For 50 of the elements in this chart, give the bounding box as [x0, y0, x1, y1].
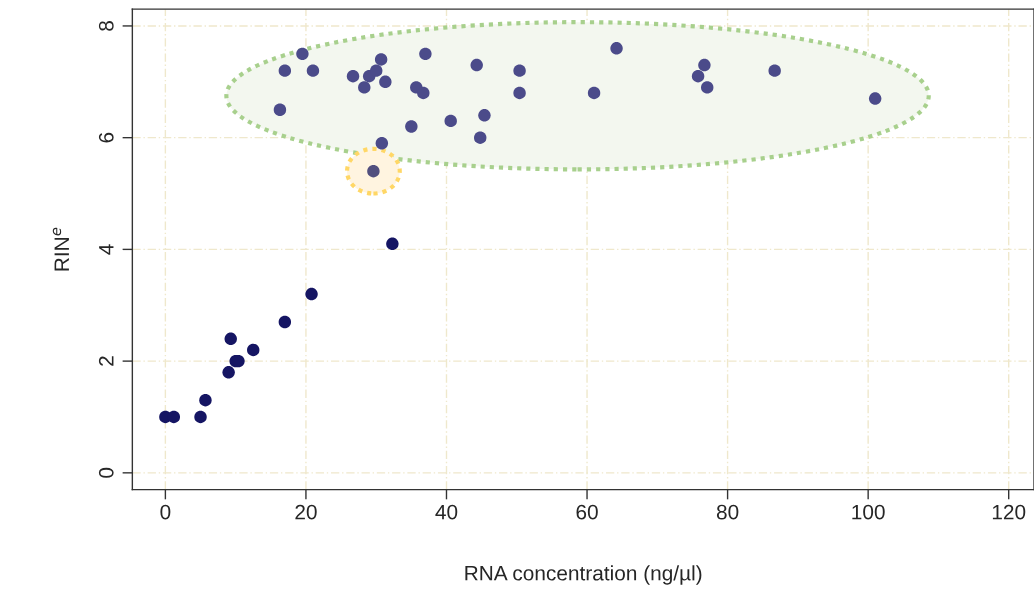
- point: [444, 114, 457, 128]
- point: [167, 410, 181, 424]
- point: [474, 131, 487, 144]
- point: [278, 315, 292, 329]
- point: [513, 64, 526, 77]
- point: [224, 332, 237, 345]
- point: [587, 86, 601, 100]
- point: [698, 58, 711, 72]
- y-tick-label: 8: [98, 21, 114, 31]
- point: [513, 86, 526, 100]
- point: [194, 410, 207, 424]
- point: [358, 81, 371, 94]
- x-tick-label: 60: [576, 504, 598, 520]
- y-axis-title: RIN$^{e}$: [52, 227, 69, 271]
- x-tick-label: 100: [852, 504, 885, 520]
- point: [868, 92, 882, 105]
- x-axis-title: RNA concentration (ng/µl): [465, 565, 702, 585]
- point: [346, 70, 360, 83]
- point: [691, 70, 705, 83]
- point: [417, 86, 430, 100]
- point: [370, 64, 383, 77]
- point: [273, 103, 287, 116]
- x-tick-label: 80: [716, 504, 739, 520]
- point: [405, 120, 418, 133]
- x-tick-label: 20: [295, 504, 317, 520]
- point: [199, 394, 212, 407]
- y-tick-label: 2: [98, 356, 114, 366]
- point: [768, 64, 781, 77]
- point: [375, 137, 389, 150]
- y-tick-label: 0: [98, 467, 114, 478]
- x-tick-label: 0: [160, 504, 171, 520]
- point: [701, 81, 714, 94]
- point: [374, 53, 388, 66]
- point: [305, 287, 318, 301]
- point: [296, 47, 309, 61]
- x-tick-label: 40: [435, 504, 458, 520]
- point: [419, 47, 432, 61]
- point: [379, 75, 392, 89]
- y-tick-label: 6: [98, 132, 114, 143]
- point: [478, 109, 491, 122]
- point: [278, 64, 292, 77]
- point: [470, 58, 483, 72]
- point: [247, 343, 260, 357]
- point: [306, 64, 320, 77]
- point: [610, 42, 623, 55]
- point: [367, 164, 380, 178]
- point: [222, 366, 235, 379]
- x-tick-label: 120: [992, 504, 1026, 520]
- point: [386, 237, 399, 251]
- y-tick-label: 4: [99, 244, 114, 255]
